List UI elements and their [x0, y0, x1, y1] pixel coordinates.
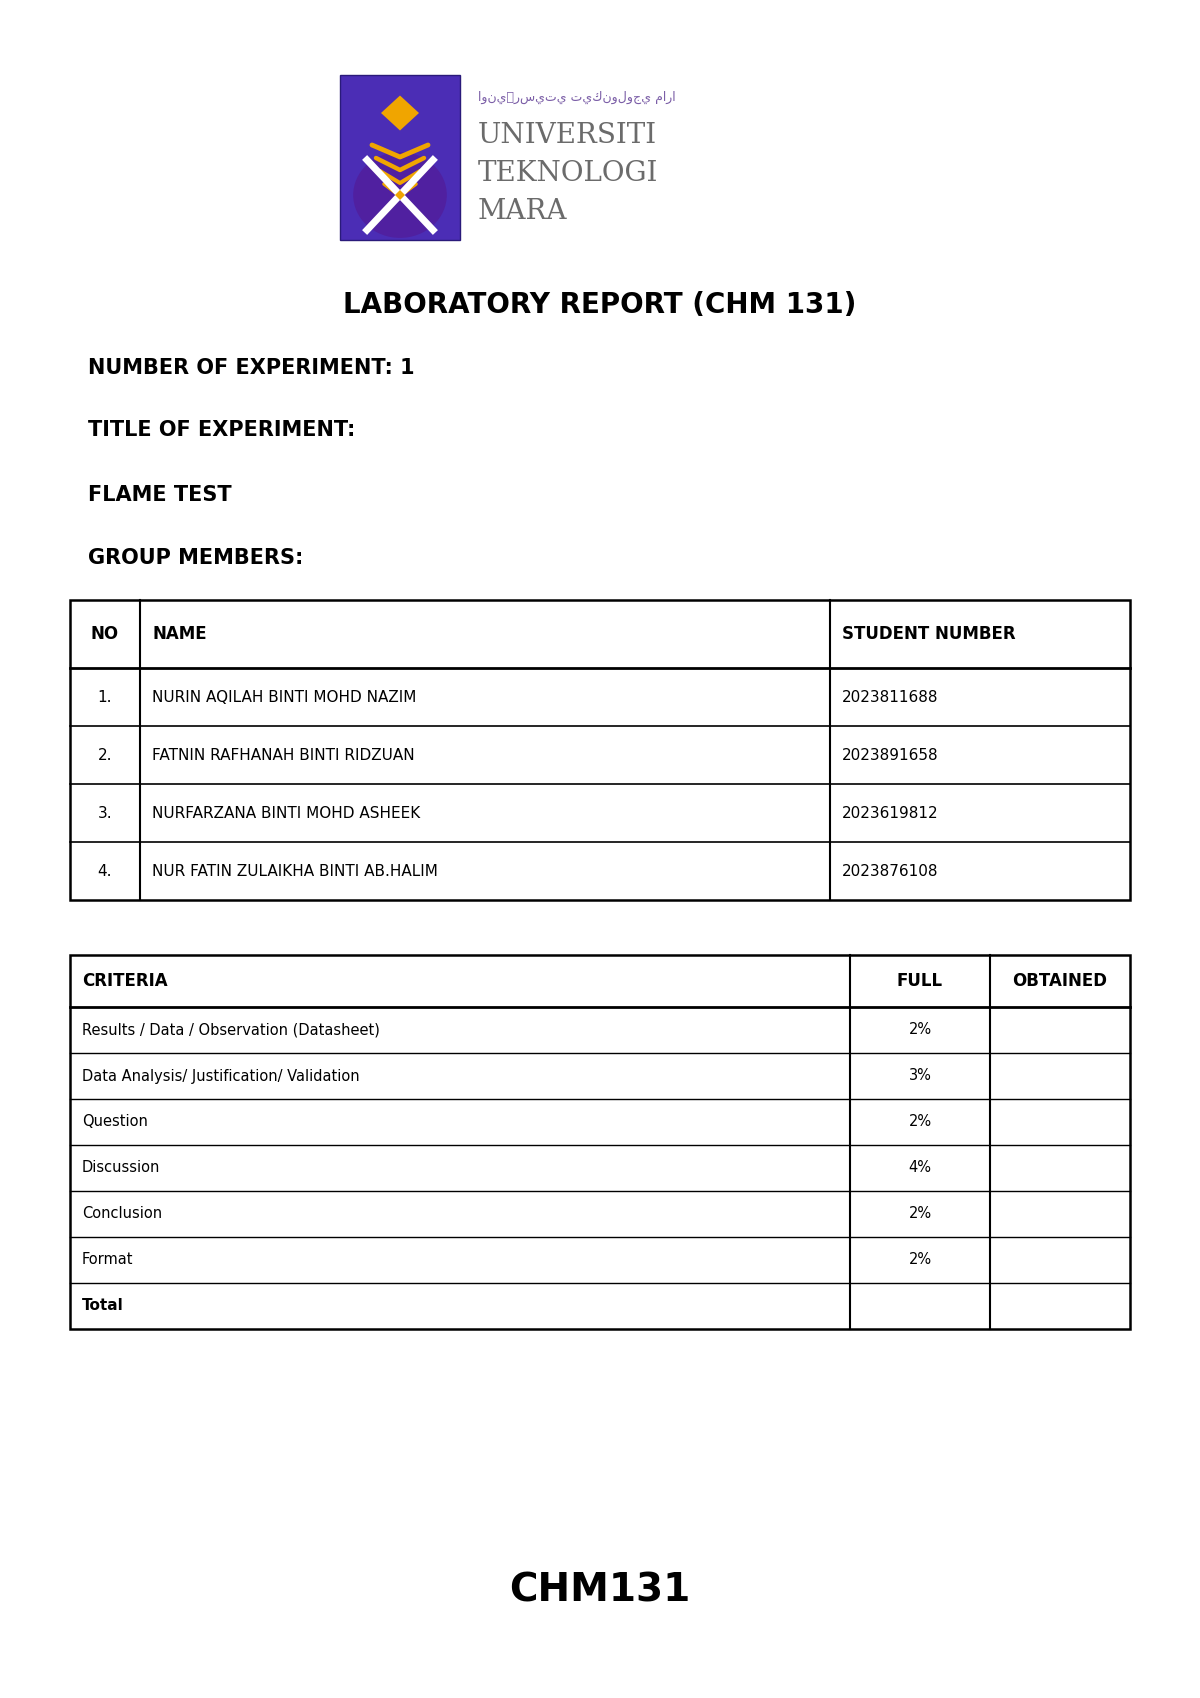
- Text: 2%: 2%: [908, 1114, 931, 1129]
- Text: Conclusion: Conclusion: [82, 1207, 162, 1221]
- Text: FATNIN RAFHANAH BINTI RIDZUAN: FATNIN RAFHANAH BINTI RIDZUAN: [152, 747, 415, 762]
- Text: Data Analysis/ Justification/ Validation: Data Analysis/ Justification/ Validation: [82, 1068, 360, 1083]
- Text: STUDENT NUMBER: STUDENT NUMBER: [842, 625, 1015, 644]
- Text: TEKNOLOGI: TEKNOLOGI: [478, 160, 659, 187]
- Polygon shape: [395, 190, 406, 200]
- Text: 2023811688: 2023811688: [842, 689, 938, 705]
- Polygon shape: [382, 95, 419, 131]
- Text: 2023876108: 2023876108: [842, 864, 938, 878]
- Text: NUR FATIN ZULAIKHA BINTI AB.HALIM: NUR FATIN ZULAIKHA BINTI AB.HALIM: [152, 864, 438, 878]
- Text: 2%: 2%: [908, 1253, 931, 1267]
- Text: 3.: 3.: [97, 805, 113, 820]
- Text: 1.: 1.: [97, 689, 113, 705]
- Text: 2.: 2.: [97, 747, 113, 762]
- Text: NAME: NAME: [152, 625, 206, 644]
- Ellipse shape: [353, 153, 446, 238]
- Text: Format: Format: [82, 1253, 133, 1267]
- Text: 2%: 2%: [908, 1207, 931, 1221]
- Text: اونيۏرسيتي تيكنولوجي مارا: اونيۏرسيتي تيكنولوجي مارا: [478, 90, 676, 104]
- Bar: [340, 75, 460, 239]
- Text: LABORATORY REPORT (CHM 131): LABORATORY REPORT (CHM 131): [343, 290, 857, 319]
- Text: Question: Question: [82, 1114, 148, 1129]
- Text: FULL: FULL: [896, 971, 943, 990]
- Text: NO: NO: [91, 625, 119, 644]
- Text: TITLE OF EXPERIMENT:: TITLE OF EXPERIMENT:: [88, 419, 355, 440]
- Text: 2%: 2%: [908, 1022, 931, 1037]
- Text: 3%: 3%: [908, 1068, 931, 1083]
- Bar: [70, 599, 1130, 900]
- Text: 4%: 4%: [908, 1160, 931, 1175]
- Text: GROUP MEMBERS:: GROUP MEMBERS:: [88, 548, 304, 569]
- Text: UNIVERSITI: UNIVERSITI: [478, 122, 658, 148]
- Text: 4.: 4.: [97, 864, 113, 878]
- Text: FLAME TEST: FLAME TEST: [88, 486, 232, 504]
- Text: NUMBER OF EXPERIMENT: 1: NUMBER OF EXPERIMENT: 1: [88, 358, 415, 379]
- Text: OBTAINED: OBTAINED: [1013, 971, 1108, 990]
- Text: NURFARZANA BINTI MOHD ASHEEK: NURFARZANA BINTI MOHD ASHEEK: [152, 805, 420, 820]
- Text: Discussion: Discussion: [82, 1160, 161, 1175]
- Text: 2023619812: 2023619812: [842, 805, 938, 820]
- Bar: [70, 954, 1130, 1330]
- Text: MARA: MARA: [478, 197, 568, 224]
- Text: NURIN AQILAH BINTI MOHD NAZIM: NURIN AQILAH BINTI MOHD NAZIM: [152, 689, 416, 705]
- Text: Total: Total: [82, 1299, 124, 1314]
- Text: CRITERIA: CRITERIA: [82, 971, 168, 990]
- Text: 2023891658: 2023891658: [842, 747, 938, 762]
- Text: Results / Data / Observation (Datasheet): Results / Data / Observation (Datasheet): [82, 1022, 380, 1037]
- Text: CHM131: CHM131: [509, 1571, 691, 1610]
